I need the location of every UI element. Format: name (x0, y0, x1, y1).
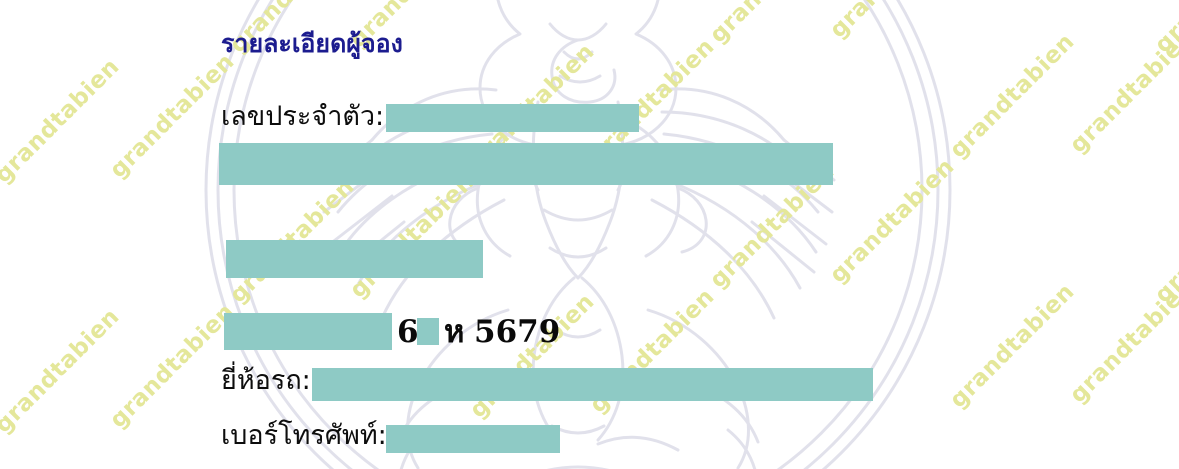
license-plate-letter: ห (444, 314, 465, 350)
field-label-id-number: เลขประจำตัว: (221, 101, 385, 132)
license-plate-digit: 6 (397, 314, 419, 350)
license-plate-number: 5679 (474, 314, 561, 350)
redaction-bar-license-plate (224, 313, 392, 350)
redaction-bar-address-line-2 (226, 240, 483, 278)
field-label-car-brand: ยี่ห้อรถ: (221, 365, 311, 396)
redaction-bar-address-line-1 (219, 143, 833, 185)
redaction-bar-car-brand (312, 368, 873, 401)
redaction-bar-phone-number (386, 425, 560, 453)
page-title: รายละเอียดผู้จอง (221, 29, 403, 58)
redaction-bar-plate-province (417, 318, 439, 345)
field-label-phone-number: เบอร์โทรศัพท์: (221, 420, 387, 451)
redaction-bar-id-number (386, 104, 639, 132)
